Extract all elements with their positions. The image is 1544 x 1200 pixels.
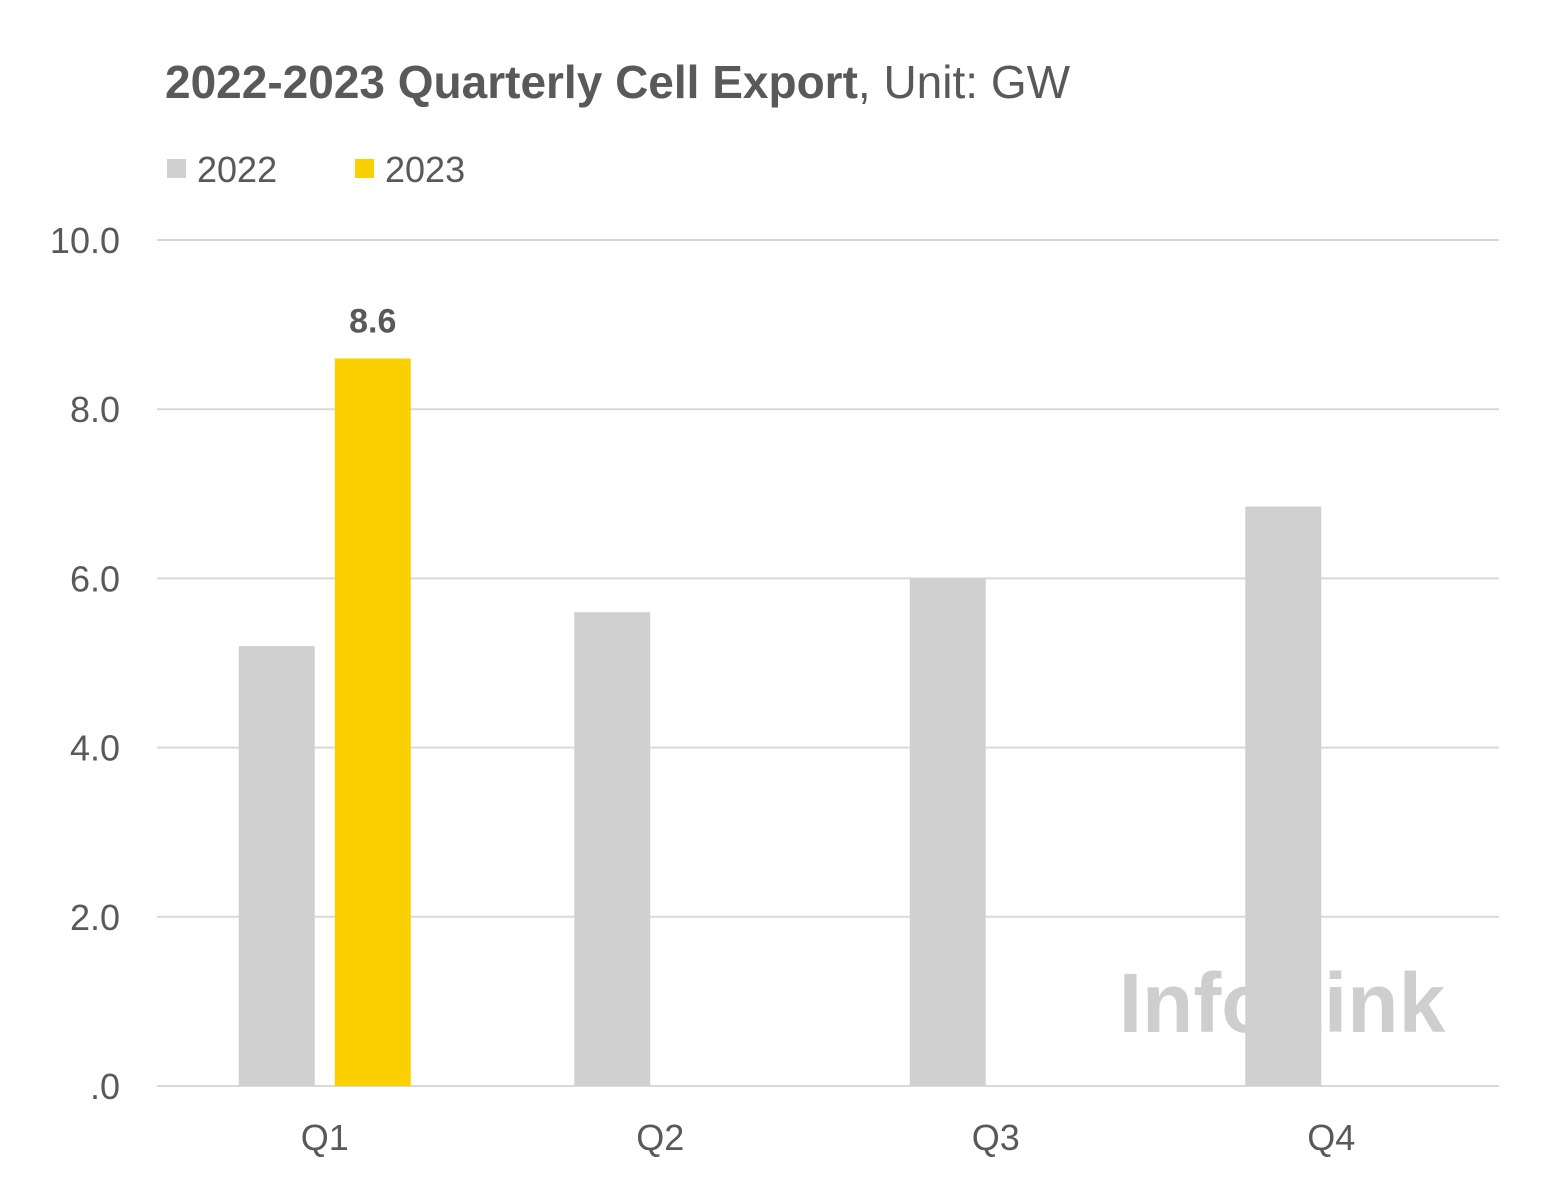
legend-swatch	[167, 159, 186, 178]
bar-2022-q3	[909, 578, 986, 1086]
x-tick-label: Q3	[972, 1117, 1020, 1158]
chart-title: 2022-2023 Quarterly Cell Export, Unit: G…	[165, 56, 1071, 108]
y-tick-label: 6.0	[70, 558, 120, 599]
data-label: 8.6	[349, 302, 396, 340]
data-labels: 8.6	[349, 302, 396, 340]
legend-label: 2022	[197, 149, 277, 190]
y-tick-label: 10.0	[50, 220, 120, 261]
x-tick-label: Q4	[1307, 1117, 1355, 1158]
y-tick-label: 4.0	[70, 728, 120, 769]
bar-2023-q1	[334, 358, 411, 1086]
bar-2022-q4	[1245, 506, 1322, 1086]
chart-title-bold: 2022-2023 Quarterly Cell Export	[165, 56, 858, 108]
x-tick-label: Q2	[636, 1117, 684, 1158]
y-axis-tick-labels: .0 2.0 4.0 6.0 8.0 10.0	[50, 220, 120, 1107]
y-tick-label: 8.0	[70, 389, 120, 430]
x-axis-tick-labels: Q1 Q2 Q3 Q4	[301, 1117, 1356, 1158]
legend-swatch	[355, 159, 374, 178]
bar-2022-q1	[238, 646, 315, 1086]
bar-2022-q2	[574, 612, 651, 1086]
legend-label: 2023	[385, 149, 465, 190]
bars	[238, 358, 1322, 1086]
legend: 2022 2023	[167, 149, 465, 190]
chart-title-unit: , Unit: GW	[858, 56, 1071, 108]
y-tick-label: 2.0	[70, 897, 120, 938]
x-tick-label: Q1	[301, 1117, 349, 1158]
y-tick-label: .0	[90, 1066, 120, 1107]
